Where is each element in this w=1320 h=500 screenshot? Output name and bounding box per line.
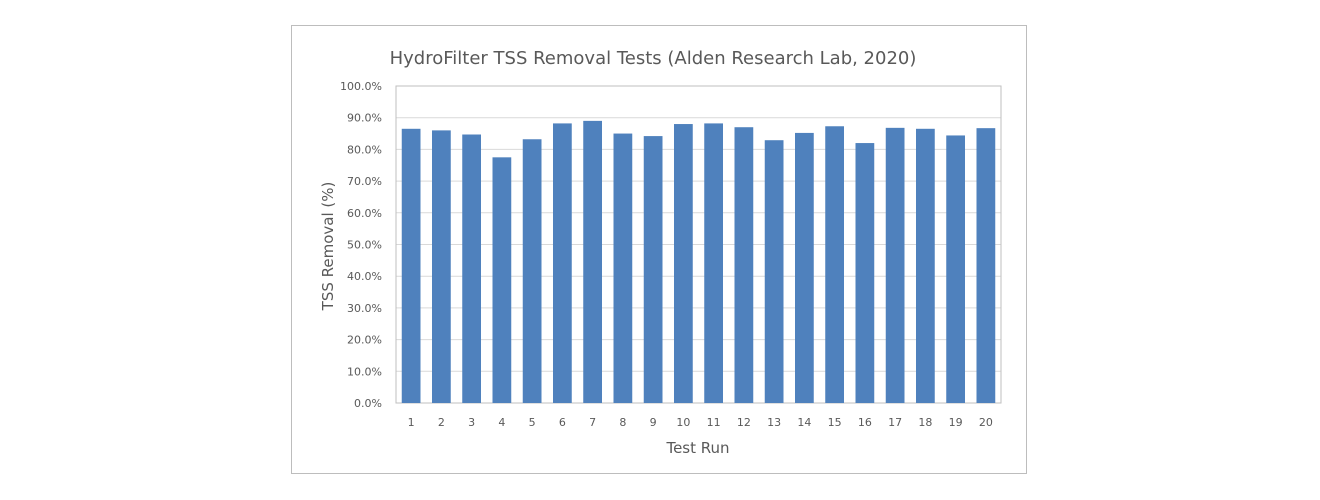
x-tick-label: 2 [438, 416, 445, 429]
bar [431, 130, 451, 403]
bars [401, 120, 996, 404]
y-axis-label: TSS Removal (%) [319, 182, 337, 312]
x-tick-label: 14 [797, 416, 811, 429]
x-tick-label: 3 [468, 416, 475, 429]
x-tick-label: 16 [858, 416, 872, 429]
bar [492, 157, 512, 403]
x-tick-label: 5 [529, 416, 536, 429]
y-tick-label: 20.0% [347, 334, 382, 347]
x-tick-label: 18 [918, 416, 932, 429]
x-tick-label: 10 [676, 416, 690, 429]
plot-area-border [395, 85, 1002, 404]
x-tick-label: 19 [949, 416, 963, 429]
x-tick-label: 4 [498, 416, 505, 429]
bar [583, 120, 603, 404]
x-tick-label: 17 [888, 416, 902, 429]
y-tick-label: 10.0% [347, 365, 382, 378]
bar [401, 128, 421, 404]
y-tick-label: 80.0% [347, 143, 382, 156]
bar [946, 135, 966, 403]
x-tick-label: 20 [979, 416, 993, 429]
bar [855, 143, 875, 403]
y-tick-label: 100.0% [340, 80, 382, 93]
chart-title: HydroFilter TSS Removal Tests (Alden Res… [390, 48, 917, 69]
bar [673, 124, 693, 403]
x-tick-label: 8 [619, 416, 626, 429]
gridlines [395, 85, 1002, 404]
x-tick-label: 12 [737, 416, 751, 429]
x-axis-label: Test Run [665, 439, 729, 457]
bar [462, 134, 482, 403]
x-tick-label: 1 [408, 416, 415, 429]
bar [825, 126, 845, 403]
bar [704, 123, 724, 403]
x-tick-label: 15 [828, 416, 842, 429]
y-tick-label: 70.0% [347, 175, 382, 188]
bar [734, 127, 754, 404]
bar [552, 123, 572, 403]
y-tick-label: 30.0% [347, 302, 382, 315]
y-axis-ticks: 0.0% 10.0% 20.0% 30.0% 40.0% 50.0% 60.0% 70.0% 8… [340, 80, 382, 410]
y-tick-label: 0.0% [354, 397, 382, 410]
x-axis-ticks: 1 2 3 4 5 6 7 8 9 10 11 12 13 14 15 16 17 18 19 20 [408, 416, 993, 429]
y-tick-label: 40.0% [347, 270, 382, 283]
y-tick-label: 50.0% [347, 239, 382, 252]
x-tick-label: 6 [559, 416, 566, 429]
y-tick-label: 90.0% [347, 112, 382, 125]
bar [794, 132, 814, 403]
x-tick-label: 7 [589, 416, 596, 429]
x-tick-label: 13 [767, 416, 781, 429]
bar [976, 128, 996, 403]
bar [643, 136, 663, 403]
bar [764, 140, 784, 403]
bar [522, 139, 542, 404]
bar [885, 127, 905, 404]
x-tick-label: 9 [650, 416, 657, 429]
bar [915, 128, 935, 404]
x-tick-label: 11 [707, 416, 721, 429]
bar [613, 133, 633, 404]
y-tick-label: 60.0% [347, 207, 382, 220]
